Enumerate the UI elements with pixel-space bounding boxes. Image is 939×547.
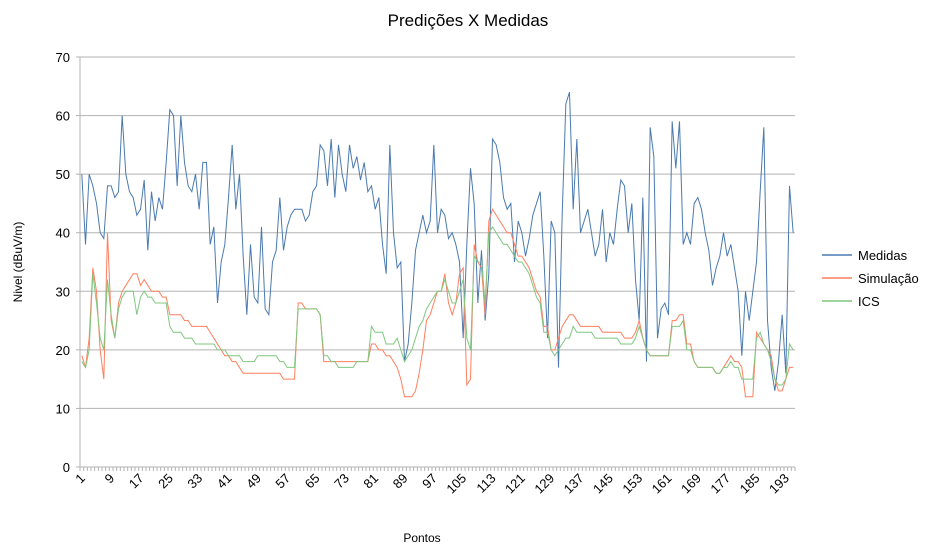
x-tick-label: 9	[102, 471, 118, 487]
x-tick-label: 177	[707, 471, 733, 497]
legend-label: Medidas	[858, 248, 908, 263]
y-tick-label: 50	[56, 167, 70, 182]
x-tick-label: 81	[360, 471, 381, 492]
x-tick-label: 41	[214, 471, 235, 492]
y-tick-label: 20	[56, 343, 70, 358]
x-tick-label: 65	[302, 471, 323, 492]
x-tick-label: 89	[390, 471, 411, 492]
y-tick-label: 0	[63, 460, 70, 475]
x-tick-label: 145	[590, 471, 616, 497]
chart-title: Predições X Medidas	[388, 11, 549, 30]
y-tick-label: 60	[56, 109, 70, 124]
y-axis-label: Nivel (dBuV/m)	[11, 222, 25, 303]
x-tick-label: 33	[184, 471, 205, 492]
x-tick-label: 1	[72, 471, 88, 487]
y-tick-label: 40	[56, 226, 70, 241]
x-tick-label: 17	[126, 471, 147, 492]
x-tick-label: 113	[473, 471, 498, 496]
x-tick-label: 161	[649, 471, 675, 497]
y-tick-label: 10	[56, 401, 70, 416]
legend-label: ICS	[858, 294, 880, 309]
x-tick-label: 105	[443, 471, 469, 497]
x-tick-label: 137	[561, 471, 587, 497]
y-tick-label: 70	[56, 50, 70, 65]
x-tick-label: 185	[737, 471, 763, 497]
x-tick-label: 193	[766, 471, 792, 497]
x-tick-label: 169	[678, 471, 704, 497]
x-tick-label: 25	[155, 471, 176, 492]
series-line	[81, 208, 794, 398]
x-tick-label: 129	[531, 471, 557, 497]
x-tick-label: 97	[419, 471, 440, 492]
x-tick-label: 57	[272, 471, 293, 492]
legend-label: Simulação	[858, 271, 919, 286]
series-line	[81, 91, 794, 391]
x-tick-label: 153	[619, 471, 645, 497]
x-tick-label: 73	[331, 471, 352, 492]
x-axis-label: Pontos	[403, 531, 440, 545]
x-tick-label: 121	[502, 471, 528, 497]
x-tick-label: 49	[243, 471, 264, 492]
y-tick-label: 30	[56, 284, 70, 299]
series-line	[81, 225, 794, 386]
